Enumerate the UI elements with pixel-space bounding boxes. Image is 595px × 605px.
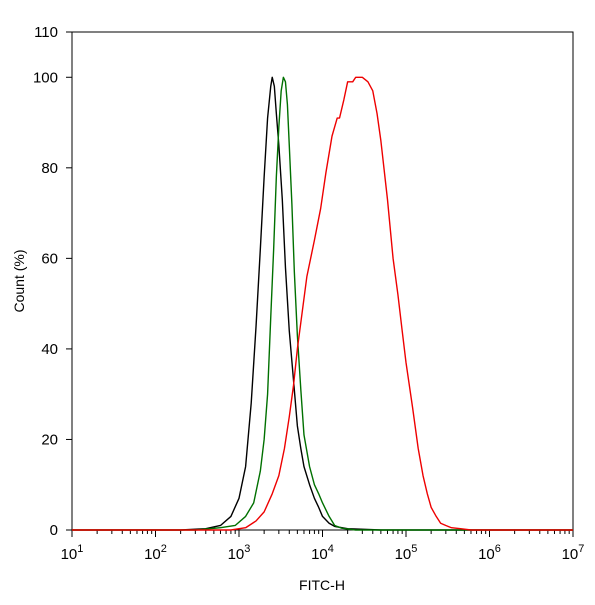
y-axis: 0 20 40 60 80 100 110 bbox=[33, 24, 72, 539]
x-tick-exponent: 6 bbox=[495, 543, 501, 555]
x-tick-base: 10 bbox=[395, 546, 412, 563]
y-tick-label: 100 bbox=[33, 69, 58, 86]
x-tick-label: 104 bbox=[311, 543, 334, 563]
y-tick-label: 20 bbox=[41, 431, 58, 448]
x-tick-label: 105 bbox=[395, 543, 418, 563]
y-tick-label: 40 bbox=[41, 341, 58, 358]
x-tick-base: 10 bbox=[562, 546, 579, 563]
x-tick-label: 102 bbox=[144, 543, 167, 563]
x-tick-base: 10 bbox=[144, 546, 161, 563]
series-line-1 bbox=[72, 76, 573, 531]
y-axis-title: Count (%) bbox=[11, 249, 27, 312]
x-tick-label: 107 bbox=[562, 543, 585, 563]
y-tick-label: 110 bbox=[34, 24, 58, 41]
x-tick-label: 106 bbox=[478, 543, 501, 563]
x-tick-exponent: 2 bbox=[161, 543, 167, 555]
x-tick-base: 10 bbox=[478, 546, 495, 563]
x-axis: 101 102 103 104 105 106 107 bbox=[61, 530, 585, 563]
series-line-2 bbox=[72, 76, 573, 531]
x-tick-base: 10 bbox=[228, 546, 245, 563]
x-tick-exponent: 4 bbox=[328, 543, 334, 555]
series-layer bbox=[72, 76, 573, 531]
y-tick-label: 0 bbox=[50, 522, 58, 539]
x-tick-label: 101 bbox=[61, 543, 84, 563]
x-tick-label: 103 bbox=[228, 543, 251, 563]
y-tick-label: 80 bbox=[41, 160, 58, 177]
plot-frame bbox=[71, 31, 574, 531]
x-tick-exponent: 7 bbox=[578, 543, 584, 555]
series-line-3 bbox=[72, 76, 573, 531]
x-tick-exponent: 3 bbox=[244, 543, 250, 555]
x-axis-title: FITC-H bbox=[299, 577, 345, 593]
x-tick-exponent: 5 bbox=[411, 543, 417, 555]
y-tick-label: 60 bbox=[41, 250, 58, 267]
x-tick-base: 10 bbox=[311, 546, 328, 563]
x-tick-base: 10 bbox=[61, 546, 78, 563]
x-tick-exponent: 1 bbox=[77, 543, 83, 555]
